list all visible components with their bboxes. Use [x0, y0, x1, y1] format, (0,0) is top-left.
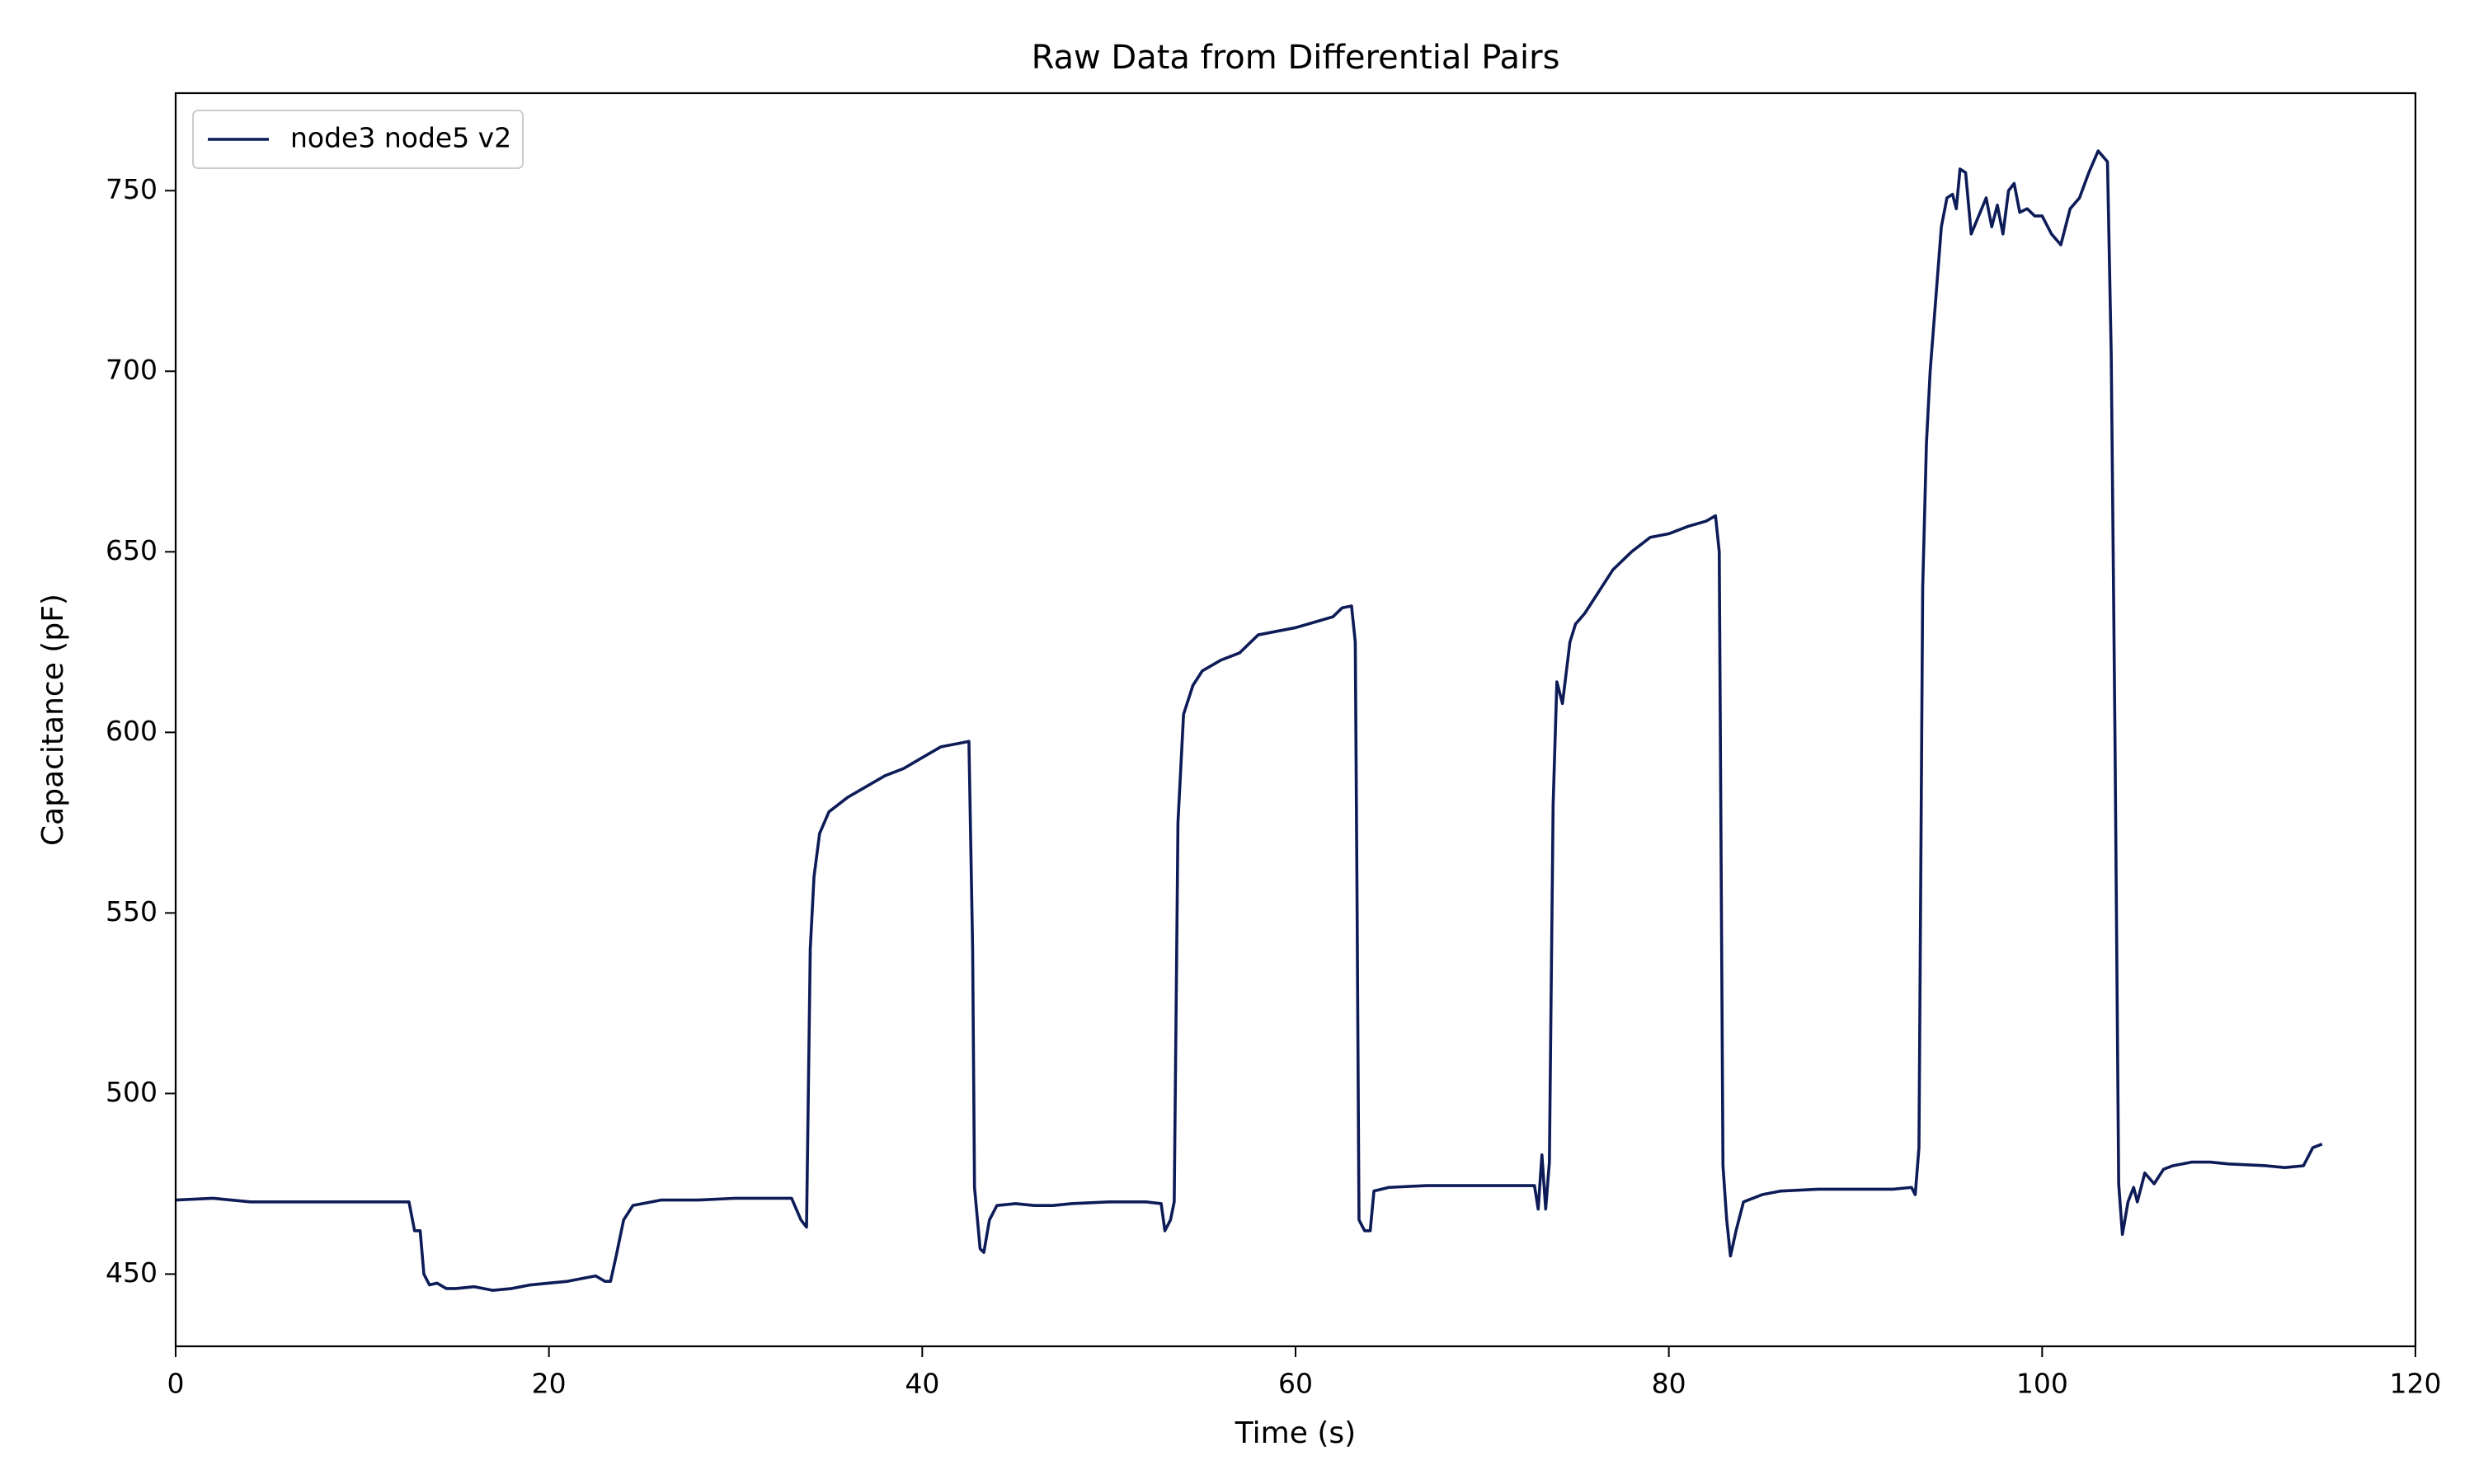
x-tick-label: 80 — [1652, 1368, 1686, 1400]
y-tick-label: 450 — [106, 1256, 158, 1289]
legend-label: node3 node5 v2 — [290, 122, 511, 154]
y-tick-label: 600 — [106, 715, 158, 747]
x-tick-label: 0 — [167, 1368, 185, 1400]
x-tick-label: 60 — [1278, 1368, 1313, 1400]
x-tick-label: 40 — [905, 1368, 939, 1400]
y-tick-label: 500 — [106, 1076, 158, 1108]
axes-frame — [174, 92, 2417, 1348]
y-axis-label: Capacitance (pF) — [36, 594, 70, 846]
y-tick-label: 550 — [106, 895, 158, 928]
x-axis-label: Time (s) — [1235, 1416, 1356, 1450]
y-tick-label: 700 — [106, 354, 158, 386]
legend-box — [192, 110, 524, 169]
data-line — [175, 149, 2323, 1292]
x-tick-label: 20 — [532, 1368, 567, 1400]
y-tick-label: 650 — [106, 534, 158, 566]
chart-title: Raw Data from Differential Pairs — [1032, 39, 1560, 77]
y-tick-label: 750 — [106, 173, 158, 205]
x-tick-label: 100 — [2016, 1368, 2068, 1400]
x-tick-label: 120 — [2390, 1368, 2442, 1400]
